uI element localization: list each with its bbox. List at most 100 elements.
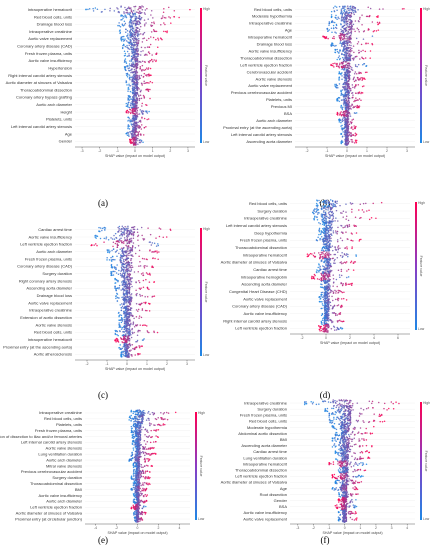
shap-point — [145, 22, 147, 24]
shap-point — [136, 228, 139, 231]
feature-label: Platelets, units — [46, 117, 72, 122]
shap-point — [126, 263, 129, 266]
shap-point — [351, 6, 354, 9]
shap-point — [136, 44, 139, 47]
shap-point — [145, 272, 148, 274]
shap-point — [150, 24, 152, 26]
shap-point — [124, 38, 126, 40]
shap-point — [140, 97, 143, 100]
shap-point — [341, 72, 343, 74]
shap-point — [130, 270, 132, 272]
shap-point — [140, 316, 143, 319]
shap-point — [120, 6, 122, 8]
shap-point — [345, 11, 347, 13]
shap-point — [119, 304, 121, 306]
shap-point — [341, 26, 344, 29]
shap-point — [347, 118, 349, 121]
shap-point — [110, 272, 112, 274]
shap-point — [332, 214, 334, 217]
shap-point — [346, 138, 349, 141]
feature-label: Left internal carotid artery stenosis — [231, 132, 292, 137]
feature-dots — [128, 136, 144, 146]
shap-point — [168, 16, 170, 18]
shap-point — [128, 254, 130, 257]
shap-point — [137, 239, 139, 241]
shap-point — [148, 281, 151, 283]
shap-point — [340, 94, 342, 97]
shap-point — [123, 277, 125, 280]
shap-point — [341, 252, 343, 254]
shap-point — [318, 269, 321, 272]
shap-point — [136, 35, 139, 38]
feature-dots — [127, 85, 151, 95]
shap-point — [340, 16, 343, 19]
shap-point — [322, 216, 324, 218]
shap-point — [149, 249, 151, 251]
shap-point — [114, 339, 117, 342]
shap-point — [133, 96, 135, 98]
shap-point — [136, 51, 139, 53]
shap-point — [124, 226, 126, 228]
shap-point — [136, 64, 139, 67]
shap-point — [125, 276, 128, 278]
shap-point — [143, 80, 145, 82]
shap-point — [323, 207, 325, 210]
shap-point — [344, 247, 346, 250]
shap-point — [108, 259, 111, 261]
shap-point — [325, 230, 327, 232]
shap-point — [109, 9, 111, 12]
shap-point — [332, 249, 334, 252]
feature-label: Height — [60, 109, 72, 114]
shap-point — [331, 199, 334, 202]
shap-point — [140, 124, 143, 126]
shap-point — [347, 89, 349, 91]
shap-point — [131, 124, 133, 126]
shap-point — [148, 46, 150, 48]
shap-point — [358, 30, 360, 33]
shap-point — [144, 264, 146, 267]
shap-point — [339, 62, 341, 65]
shap-point — [126, 76, 129, 78]
shap-point — [160, 23, 162, 26]
shap-point — [349, 202, 352, 204]
shap-point — [357, 20, 360, 22]
shap-point — [116, 333, 118, 336]
shap-point — [339, 204, 341, 207]
shap-point — [128, 252, 131, 254]
shap-point — [345, 99, 348, 101]
shap-point — [332, 204, 335, 206]
shap-point — [344, 138, 346, 140]
shap-point — [118, 252, 120, 255]
shap-point — [345, 20, 348, 23]
shap-point — [127, 250, 129, 252]
shap-point — [343, 127, 346, 130]
shap-point — [127, 347, 129, 350]
shap-point — [92, 7, 94, 10]
shap-point — [354, 132, 357, 135]
shap-point — [125, 266, 127, 269]
shap-point — [129, 140, 131, 142]
shap-point — [106, 259, 108, 261]
shap-point — [173, 15, 175, 18]
x-axis-label: SHAP value (impact on model output) — [105, 154, 165, 158]
shap-point — [339, 33, 342, 35]
shap-point — [360, 43, 363, 46]
shap-point — [132, 115, 134, 117]
shap-point — [321, 251, 324, 254]
shap-point — [127, 88, 129, 90]
shap-point — [134, 72, 137, 75]
shap-point — [114, 232, 117, 235]
shap-point — [345, 140, 348, 142]
shap-point — [126, 242, 129, 244]
shap-point — [101, 10, 103, 13]
shap-point — [127, 110, 130, 113]
shap-point — [328, 234, 330, 237]
shap-point — [126, 132, 128, 135]
shap-point — [131, 83, 134, 85]
shap-point — [129, 104, 132, 106]
shap-point — [313, 212, 315, 215]
shap-point — [324, 207, 326, 209]
shap-point — [114, 333, 117, 336]
shap-point — [132, 57, 134, 59]
shap-point — [342, 12, 345, 14]
